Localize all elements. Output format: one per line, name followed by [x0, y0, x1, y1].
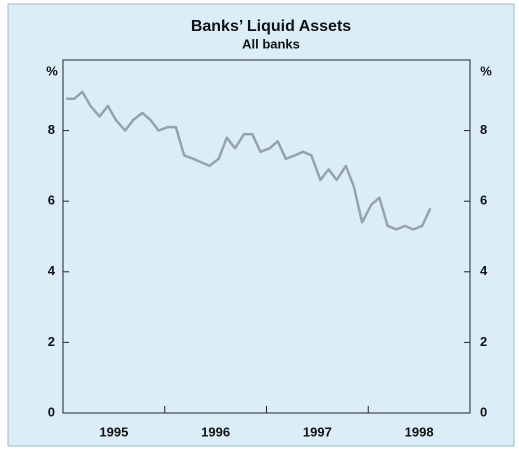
x-tick-label: 1996	[201, 424, 230, 439]
panel	[7, 3, 515, 447]
y-tick-label-right: 2	[480, 334, 487, 349]
y-tick-label: 4	[48, 263, 56, 278]
y-tick-label-right: 6	[480, 193, 487, 208]
y-tick-label: 0	[48, 404, 55, 419]
series-line	[66, 90, 432, 231]
y-tick-label: 8	[48, 122, 55, 137]
x-tick-label: 1998	[405, 424, 434, 439]
x-tick-label: 1997	[303, 424, 332, 439]
y-tick-label-right: 8	[480, 122, 487, 137]
y-unit-right: %	[480, 63, 492, 78]
y-unit-left: %	[46, 63, 58, 78]
y-tick-label: 6	[48, 193, 55, 208]
chart-subtitle: All banks	[242, 36, 300, 51]
y-tick-label-right: 0	[480, 404, 487, 419]
x-tick-label: 1995	[99, 424, 128, 439]
chart-title: Banks’ Liquid Assets	[191, 18, 351, 35]
y-tick-label-right: 4	[480, 263, 488, 278]
y-tick-label: 2	[48, 334, 55, 349]
